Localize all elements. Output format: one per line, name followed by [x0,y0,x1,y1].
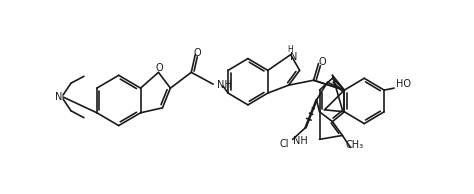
Text: NH: NH [293,136,308,146]
Text: O: O [193,48,201,58]
Text: HO: HO [396,79,411,89]
Text: Cl: Cl [280,139,290,149]
Text: NH: NH [217,80,232,90]
Text: H: H [287,45,292,54]
Text: O: O [155,63,163,73]
Text: O: O [319,56,326,67]
Text: N: N [290,52,297,61]
Text: CH₃: CH₃ [345,140,364,150]
Text: N: N [55,92,63,102]
